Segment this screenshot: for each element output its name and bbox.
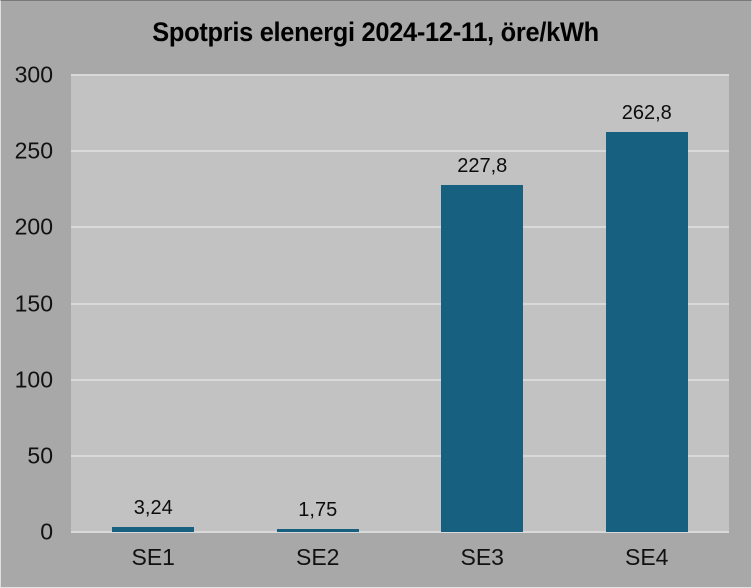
bar-slot-se4: 262,8 <box>565 75 730 532</box>
x-axis: SE1 SE2 SE3 SE4 <box>71 544 729 570</box>
bar-se1 <box>112 527 195 532</box>
gridline <box>71 454 729 457</box>
gridline <box>71 302 729 305</box>
bar-se4 <box>605 131 688 532</box>
gridline <box>71 74 729 76</box>
x-axis-category-label-se2: SE2 <box>296 544 340 570</box>
gridline <box>71 531 729 533</box>
bar-se3 <box>441 185 524 532</box>
chart-title-text: Spotpris elenergi 2024-12-11, öre/kWh <box>152 17 600 47</box>
bar-slot-se3: 227,8 <box>400 75 565 532</box>
gridline <box>71 226 729 229</box>
bar-series: 3,24 1,75 227,8 262,8 <box>71 75 729 532</box>
data-label-se4: 262,8 <box>621 101 672 124</box>
bar-slot-se2: 1,75 <box>236 75 401 532</box>
y-axis-tick-label: 100 <box>14 366 53 393</box>
x-axis-category-label-se3: SE3 <box>460 544 504 570</box>
y-axis: 0 50 100 150 200 250 300 <box>1 63 61 543</box>
y-axis-tick-label: 300 <box>14 61 53 88</box>
gridline <box>71 378 729 381</box>
chart-title: Spotpris elenergi 2024-12-11, öre/kWh <box>1 17 751 48</box>
y-axis-tick-label: 200 <box>14 213 53 240</box>
gridline <box>71 150 729 153</box>
y-axis-tick-label: 50 <box>27 442 53 469</box>
data-label-se3: 227,8 <box>457 155 508 177</box>
bar-slot-se1: 3,24 <box>71 75 236 532</box>
data-label-se1: 3,24 <box>133 497 173 520</box>
y-axis-tick-label: 150 <box>14 290 53 316</box>
gridlines <box>71 74 729 533</box>
x-axis-category-label-se1: SE1 <box>131 544 175 570</box>
plot-area: 3,24 1,75 227,8 262,8 <box>71 74 729 533</box>
y-axis-tick-label: 250 <box>14 137 53 164</box>
bar-se2 <box>276 529 359 532</box>
y-axis-tick-label: 0 <box>40 518 53 545</box>
data-label-se2: 1,75 <box>298 499 338 522</box>
x-axis-category-label-se4: SE4 <box>625 544 669 570</box>
